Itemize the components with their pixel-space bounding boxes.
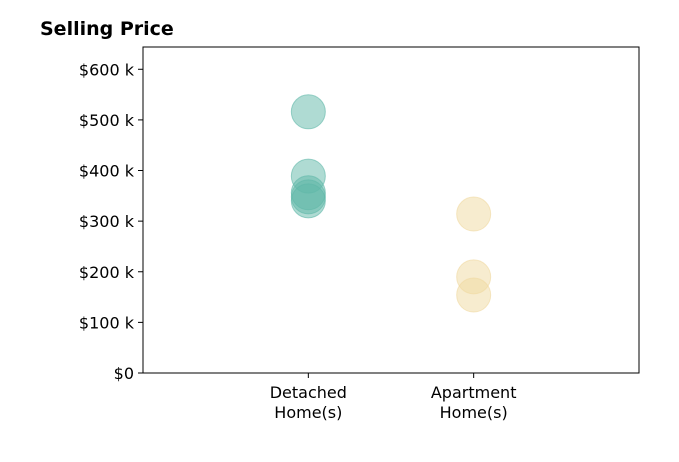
- point: [456, 277, 492, 313]
- y-tick-label: $500 k: [79, 111, 135, 130]
- point: [290, 94, 326, 130]
- y-tick-label: $300 k: [79, 212, 135, 231]
- plot-frame: [142, 46, 640, 374]
- chart-title: Selling Price: [40, 18, 174, 40]
- x-tick-label: Detached Home(s): [270, 383, 347, 422]
- y-tick-label: $400 k: [79, 162, 135, 181]
- y-tick-label: $200 k: [79, 263, 135, 282]
- y-tick-label: $600 k: [79, 60, 135, 79]
- y-tick-label: $0: [114, 364, 134, 383]
- y-tick-label: $100 k: [79, 313, 135, 332]
- point: [290, 183, 326, 219]
- x-tick-label: Apartment Home(s): [431, 383, 517, 422]
- point: [456, 196, 492, 232]
